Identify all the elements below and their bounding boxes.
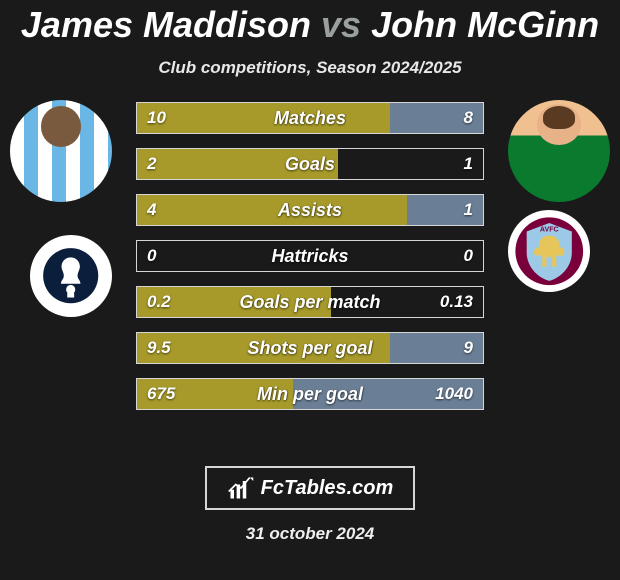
player1-name: James Maddison <box>21 4 311 45</box>
stat-fill-right <box>390 103 483 133</box>
stat-value-right: 1 <box>464 149 473 179</box>
player1-avatar <box>10 100 112 202</box>
player1-avatar-art <box>10 100 112 202</box>
stat-row: Hattricks0 0 <box>136 240 484 272</box>
stat-fill-left <box>137 379 293 409</box>
stat-fill-right <box>390 333 483 363</box>
stat-row: Goals per match0.20.13 <box>136 286 484 318</box>
player2-club-badge: AVFC <box>508 210 590 292</box>
comparison-title: James Maddison vs John McGinn <box>0 0 620 46</box>
spurs-badge <box>30 235 112 317</box>
stat-value-right: 0 <box>464 241 473 271</box>
stat-row: Goals21 <box>136 148 484 180</box>
stat-row: Matches108 <box>136 102 484 134</box>
player2-avatar <box>508 100 610 202</box>
stat-value-left: 0 <box>147 241 156 271</box>
stat-fill-left <box>137 103 390 133</box>
stat-fill-left <box>137 149 338 179</box>
brand-chart-icon <box>227 474 255 502</box>
stat-fill-left <box>137 287 331 317</box>
stat-fill-left <box>137 195 407 225</box>
avfc-badge: AVFC <box>508 210 590 292</box>
player1-club-badge <box>30 235 112 317</box>
player2-name: John McGinn <box>371 4 599 45</box>
stat-row: Min per goal6751040 <box>136 378 484 410</box>
comparison-stage: AVFC Matches108 Goals21 Assists41 Hattricks… <box>0 100 620 440</box>
stat-fill-right <box>407 195 483 225</box>
stat-bars: Matches108 Goals21 Assists41 Hattricks0 0 Goa… <box>136 102 484 424</box>
stat-value-right: 0.13 <box>440 287 473 317</box>
avfc-icon: AVFC <box>514 216 585 287</box>
title-vs: vs <box>321 4 361 45</box>
brand-link[interactable]: FcTables.com <box>205 466 415 510</box>
svg-text:AVFC: AVFC <box>540 226 559 233</box>
subtitle: Club competitions, Season 2024/2025 <box>0 58 620 78</box>
brand-text: FcTables.com <box>261 477 394 500</box>
spurs-icon <box>42 247 99 304</box>
stat-row: Shots per goal9.59 <box>136 332 484 364</box>
date-label: 31 october 2024 <box>0 524 620 544</box>
player2-avatar-art <box>508 100 610 202</box>
stat-label: Hattricks <box>137 241 483 271</box>
stat-row: Assists41 <box>136 194 484 226</box>
stat-fill-right <box>293 379 483 409</box>
stat-fill-left <box>137 333 390 363</box>
